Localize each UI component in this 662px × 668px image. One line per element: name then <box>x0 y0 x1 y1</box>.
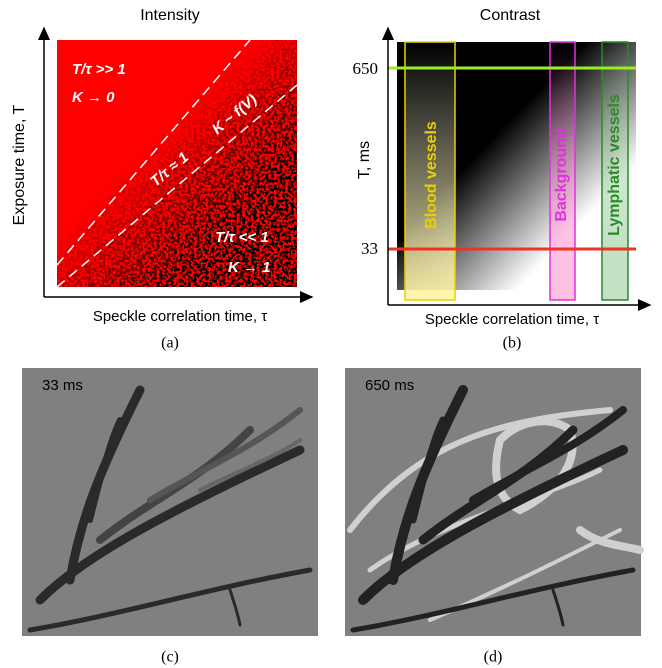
frame-label: 33 ms <box>42 377 83 394</box>
panel-c: 33 ms (c) <box>22 368 318 666</box>
annotation: T/τ >> 1 <box>72 61 126 78</box>
band-label: Blood vessels <box>423 121 440 229</box>
y-label: Exposure time, T <box>11 104 28 225</box>
contrast-edge <box>397 42 405 242</box>
y-label: T, ms <box>356 141 373 179</box>
tick-label: 33 <box>361 239 378 258</box>
annotation: T/τ << 1 <box>215 229 269 246</box>
image <box>22 368 318 636</box>
tick-label: 650 <box>353 59 379 78</box>
caption: (c) <box>161 649 179 666</box>
caption: (d) <box>484 649 503 666</box>
figure: Intensity T/τ >> 1 K → 0 K ~ f(V) T/τ ≈ … <box>0 0 662 668</box>
panel-title: Intensity <box>140 7 200 24</box>
frame-label: 650 ms <box>365 377 414 394</box>
band-label: Lymphatic vessels <box>606 94 623 236</box>
caption: (b) <box>503 335 522 352</box>
panel-a: Intensity T/τ >> 1 K → 0 K ~ f(V) T/τ ≈ … <box>11 7 312 351</box>
x-label: Speckle correlation time, τ <box>425 311 599 328</box>
band-label: Background <box>553 128 570 221</box>
annotation: K → 0 <box>72 89 115 106</box>
panel-d: 650 ms (d) <box>345 368 641 666</box>
annotation: K → 1 <box>228 259 271 276</box>
image <box>345 368 641 636</box>
caption: (a) <box>161 335 179 352</box>
x-label: Speckle correlation time, τ <box>93 308 267 325</box>
panel-title: Contrast <box>480 7 541 24</box>
panel-b: Contrast Blood vessels Background Lympha… <box>353 7 651 351</box>
